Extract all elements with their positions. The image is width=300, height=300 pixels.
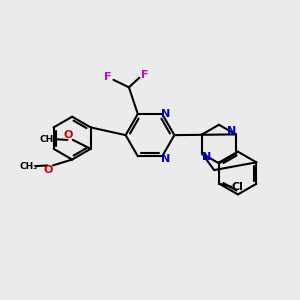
Text: CH₃: CH₃	[39, 135, 57, 144]
Text: N: N	[202, 152, 211, 162]
Text: O: O	[64, 130, 73, 140]
Text: CH₃: CH₃	[19, 161, 37, 170]
Text: F: F	[142, 70, 149, 80]
Text: Cl: Cl	[232, 182, 244, 192]
Text: O: O	[44, 165, 53, 175]
Text: N: N	[160, 154, 170, 164]
Text: N: N	[160, 109, 170, 119]
Text: F: F	[104, 72, 111, 82]
Text: N: N	[226, 126, 236, 136]
